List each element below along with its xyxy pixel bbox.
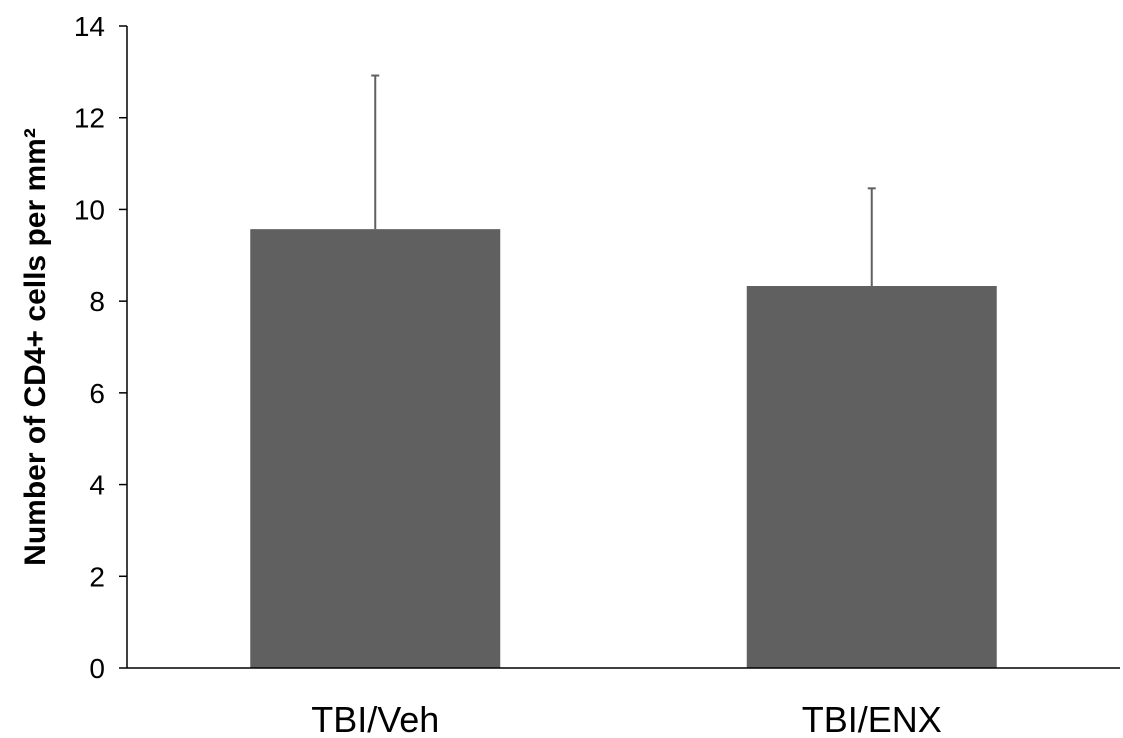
y-tick-label: 12 bbox=[74, 103, 105, 134]
y-axis-title: Number of CD4+ cells per mm² bbox=[19, 128, 52, 566]
bar bbox=[250, 229, 501, 668]
x-tick-label: TBI/Veh bbox=[311, 699, 439, 738]
y-tick-label: 6 bbox=[89, 378, 105, 409]
y-tick-label: 10 bbox=[74, 194, 105, 225]
bar bbox=[746, 286, 997, 668]
x-tick-label: TBI/ENX bbox=[802, 699, 942, 738]
y-tick-label: 0 bbox=[89, 653, 105, 684]
y-tick-label: 8 bbox=[89, 286, 105, 317]
y-tick-label: 14 bbox=[74, 11, 105, 42]
plot-area: TBI/Veh TBI/ENX 0 2 4 6 8 10 12 14 bbox=[74, 11, 1120, 738]
y-tick-label: 2 bbox=[89, 561, 105, 592]
y-tick-label: 4 bbox=[89, 470, 105, 501]
